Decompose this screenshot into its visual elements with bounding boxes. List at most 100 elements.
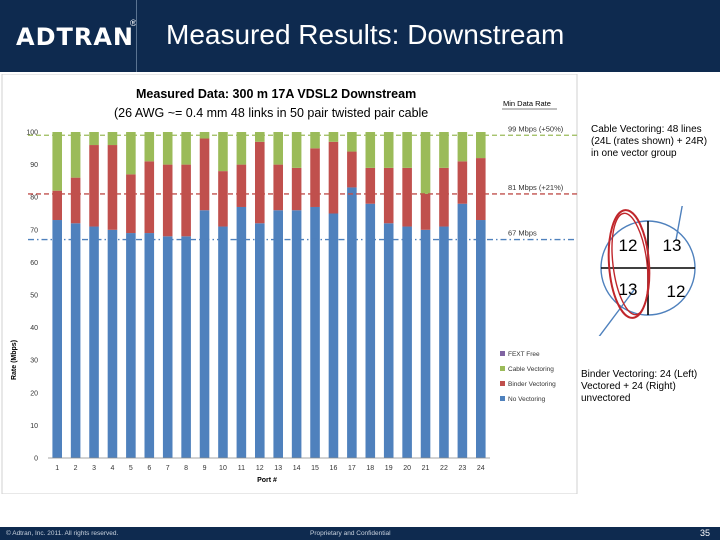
legend-swatch [500, 396, 505, 401]
bar-segment-no-vectoring [402, 226, 412, 458]
bar-segment-cable-vectoring [310, 132, 320, 149]
legend-label: Binder Vectoring [508, 381, 556, 388]
bar-segment-cable-vectoring [365, 132, 376, 168]
x-tick-label: 24 [477, 465, 485, 472]
binder-group-ellipse [607, 209, 651, 319]
cable-note-pointer [675, 206, 683, 241]
bar-segment-cable-vectoring [89, 132, 99, 146]
bar-segment-cable-vectoring [236, 132, 247, 165]
y-tick-label: 50 [30, 293, 38, 300]
bar-segment-no-vectoring [89, 226, 99, 458]
chart-background [1, 74, 578, 494]
y-tick-label: 40 [30, 325, 38, 332]
cable-vectoring-note: Cable Vectoring: 48 lines (24L (rates sh… [591, 124, 708, 159]
bar-segment-no-vectoring [439, 226, 449, 458]
bar-segment-binder-vectoring [328, 141, 339, 214]
x-tick-label: 2 [74, 465, 78, 472]
chart-title-line2: (26 AWG ~= 0.4 mm 48 links in 50 pair tw… [114, 106, 428, 120]
bar-segment-cable-vectoring [476, 132, 486, 159]
bar-segment-cable-vectoring [255, 132, 265, 142]
footer-confidential: Proprietary and Confidential [310, 530, 391, 537]
bar-segment-no-vectoring [383, 223, 394, 458]
bar-segment-binder-vectoring [365, 167, 376, 204]
x-tick-label: 13 [274, 465, 282, 472]
bar-segment-no-vectoring [126, 233, 136, 458]
vector-group-diagram: 12 13 13 12 [598, 206, 696, 336]
bar-segment-binder-vectoring [439, 167, 449, 227]
bar-segment-cable-vectoring [107, 132, 118, 146]
bar-segment-no-vectoring [218, 226, 228, 458]
x-tick-label: 14 [293, 465, 301, 472]
slide-title: Measured Results: Downstream [166, 19, 565, 50]
grid-cell-top-left: 12 [619, 236, 638, 255]
chart-title-line1: Measured Data: 300 m 17A VDSL2 Downstrea… [136, 87, 416, 101]
bar-segment-binder-vectoring [457, 161, 468, 204]
bar-segment-binder-vectoring [383, 167, 394, 224]
bar-segment-binder-vectoring [347, 151, 357, 188]
x-tick-label: 10 [219, 465, 227, 472]
grid-cell-bottom-left: 13 [619, 280, 638, 299]
bar-segment-cable-vectoring [402, 132, 412, 168]
header-divider [136, 0, 137, 72]
bar-segment-no-vectoring [236, 206, 247, 458]
y-tick-label: 100 [26, 130, 38, 137]
bar-segment-cable-vectoring [162, 132, 173, 165]
bar-segment-no-vectoring [181, 236, 191, 458]
x-tick-label: 1 [55, 465, 59, 472]
x-tick-label: 20 [403, 465, 411, 472]
legend-label: FEXT Free [508, 351, 540, 358]
bar-segment-binder-vectoring [144, 161, 155, 234]
legend-swatch [500, 381, 505, 386]
bar-segment-binder-vectoring [107, 145, 118, 230]
bar-segment-binder-vectoring [126, 174, 136, 234]
x-tick-label: 15 [311, 465, 319, 472]
binder-note-pointer [598, 289, 635, 336]
binder-vectoring-note: Binder Vectoring: 24 (Left) Vectored + 2… [581, 369, 698, 404]
adtran-logo: ADTRAN ® [16, 18, 137, 52]
bar-segment-cable-vectoring [70, 132, 81, 178]
bar-segment-cable-vectoring [457, 132, 468, 162]
reference-line-label: 99 Mbps (+50%) [508, 124, 564, 133]
bar-segment-no-vectoring [476, 220, 486, 458]
legend-swatch [500, 366, 505, 371]
x-tick-label: 21 [422, 465, 430, 472]
footer-bar: © Adtran, Inc. 2011. All rights reserved… [0, 527, 720, 540]
bar-segment-binder-vectoring [218, 171, 228, 227]
reference-line-label: 67 Mbps [508, 229, 537, 238]
y-tick-label: 70 [30, 227, 38, 234]
bar-segment-no-vectoring [310, 206, 320, 458]
bar-segment-binder-vectoring [402, 167, 412, 227]
x-tick-label: 22 [440, 465, 448, 472]
bar-segment-binder-vectoring [181, 164, 191, 237]
bar-segment-no-vectoring [328, 213, 339, 458]
x-tick-label: 11 [238, 465, 245, 472]
chart-area: Measured Data: 300 m 17A VDSL2 Downstrea… [1, 74, 578, 494]
grid-cell-top-right: 13 [663, 236, 682, 255]
bar-segment-cable-vectoring [52, 132, 62, 191]
x-tick-label: 16 [330, 465, 338, 472]
legend-swatch [500, 351, 505, 356]
y-tick-label: 30 [30, 358, 38, 365]
reference-line-label: 81 Mbps (+21%) [508, 183, 564, 192]
x-tick-label: 8 [184, 465, 188, 472]
bar-segment-binder-vectoring [310, 148, 320, 207]
bar-segment-binder-vectoring [199, 138, 210, 211]
x-tick-label: 9 [203, 465, 207, 472]
bar-segment-cable-vectoring [218, 132, 228, 172]
bar-segment-binder-vectoring [52, 190, 62, 221]
bar-segment-cable-vectoring [420, 132, 431, 194]
bar-segment-binder-vectoring [255, 141, 265, 224]
logo-registered-mark: ® [130, 18, 137, 28]
y-tick-label: 90 [30, 162, 38, 169]
bar-segment-no-vectoring [291, 210, 302, 458]
header-bar: ADTRAN ® Measured Results: Downstream [0, 0, 720, 72]
bar-segment-binder-vectoring [420, 193, 431, 230]
bar-segment-binder-vectoring [162, 164, 173, 237]
y-tick-label: 10 [30, 423, 38, 430]
x-tick-label: 6 [147, 465, 151, 472]
bar-segment-no-vectoring [255, 223, 265, 458]
legend-label: Cable Vectoring [508, 366, 554, 373]
bar-segment-cable-vectoring [383, 132, 394, 168]
bar-segment-cable-vectoring [273, 132, 283, 165]
binder-group-ellipse-inner [611, 212, 649, 316]
